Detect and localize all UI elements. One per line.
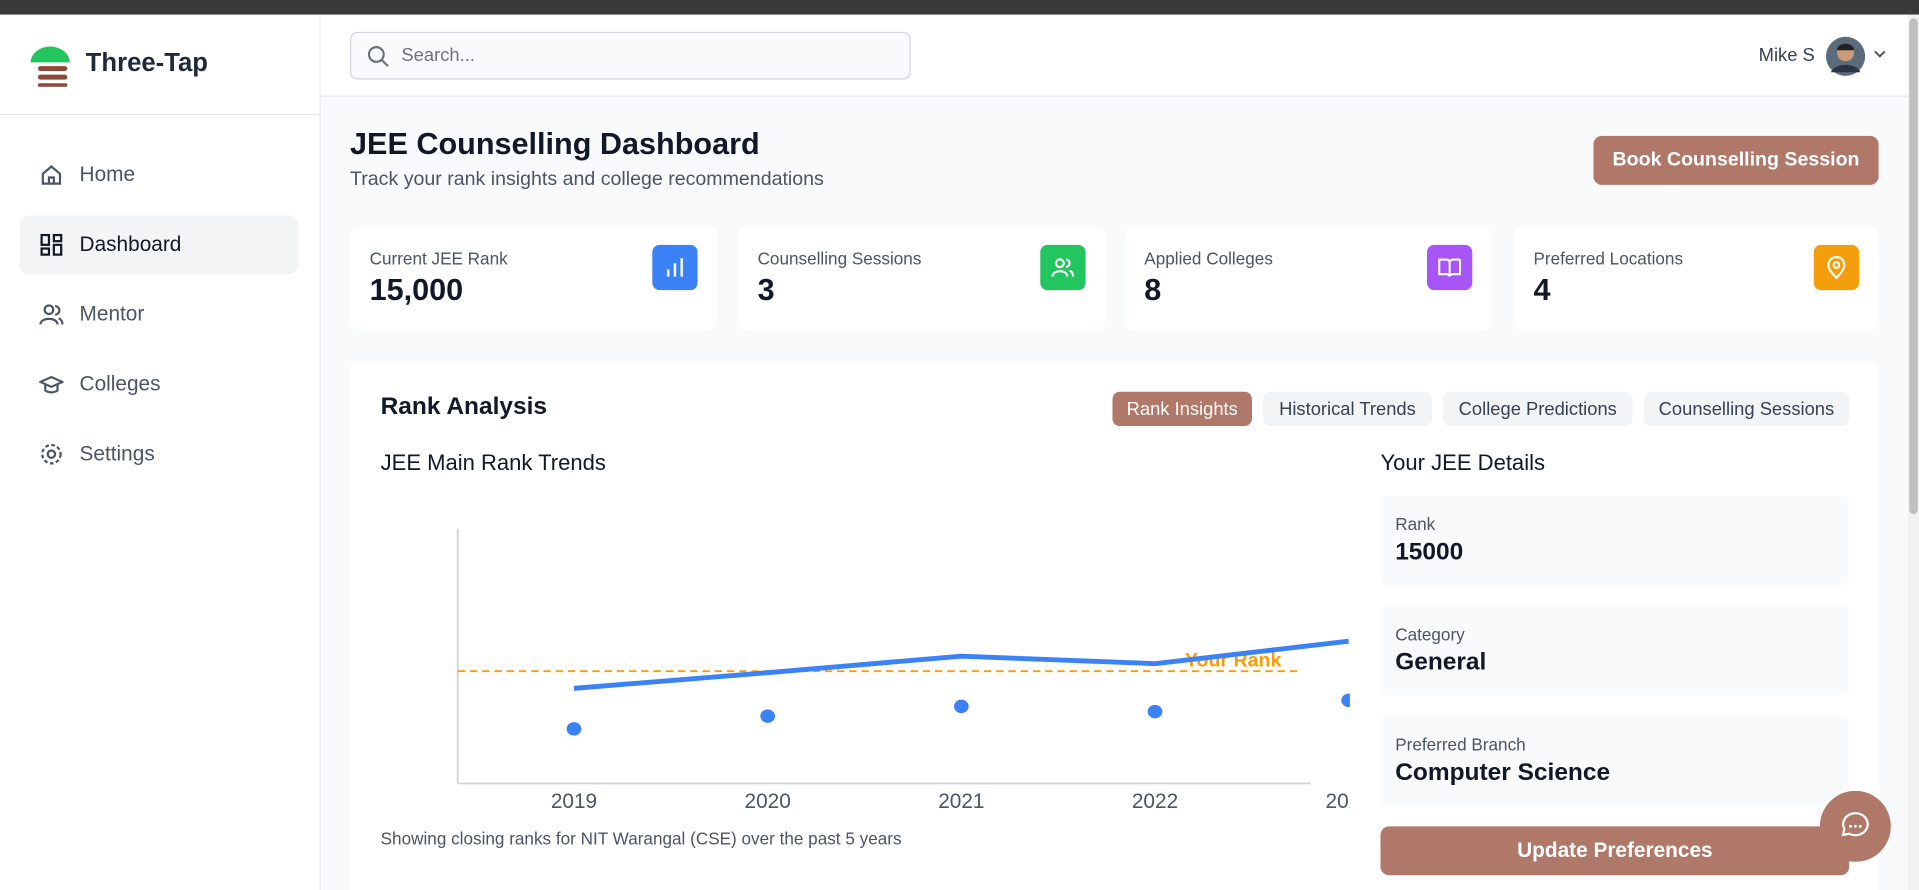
stat-card: Current JEE Rank 15,000 bbox=[350, 226, 718, 331]
reference-label: Your Rank bbox=[1185, 649, 1282, 671]
data-point bbox=[760, 709, 776, 723]
trend-line bbox=[573, 638, 1349, 691]
x-tick-label: 2023 bbox=[1326, 790, 1350, 813]
x-tick-label: 2022 bbox=[1132, 790, 1178, 813]
stat-label: Preferred Locations bbox=[1533, 248, 1684, 269]
book-button[interactable]: Book Counselling Session bbox=[1593, 135, 1879, 185]
x-tick-label: 2021 bbox=[938, 790, 984, 813]
nav-item[interactable]: Colleges bbox=[20, 355, 299, 414]
stat-value: 3 bbox=[757, 272, 775, 308]
tab[interactable]: Counselling Sessions bbox=[1643, 391, 1850, 427]
stat-card: Counselling Sessions 3 bbox=[737, 226, 1106, 331]
stat-value: 8 bbox=[1144, 272, 1162, 308]
nav-label: Settings bbox=[79, 441, 155, 466]
stat-icon bbox=[1040, 244, 1086, 291]
stat-icon bbox=[652, 244, 698, 291]
window-bar bbox=[0, 0, 1919, 15]
detail-label: Rank bbox=[1395, 514, 1436, 534]
nav-item[interactable]: Settings bbox=[20, 425, 299, 484]
detail-value: General bbox=[1395, 648, 1487, 676]
stat-card: Preferred Locations 4 bbox=[1513, 226, 1879, 331]
nav-label: Mentor bbox=[79, 302, 145, 326]
user-name[interactable]: Mike S bbox=[1758, 45, 1815, 67]
update-button[interactable]: Update Preferences bbox=[1380, 826, 1850, 876]
details-title: Your JEE Details bbox=[1380, 450, 1545, 475]
avatar[interactable] bbox=[1825, 36, 1867, 78]
brand-row: Three-Tap bbox=[0, 15, 320, 116]
search-box[interactable]: Search... bbox=[350, 31, 911, 80]
chart: 2019 2020 2021 2022 2023 Your Rank bbox=[456, 528, 1350, 813]
detail-label: Preferred Branch bbox=[1395, 734, 1526, 755]
tab[interactable]: College Predictions bbox=[1442, 391, 1633, 427]
stat-icon bbox=[1813, 244, 1860, 291]
chat-button[interactable] bbox=[1819, 790, 1891, 862]
scrollbar-thumb[interactable] bbox=[1909, 18, 1918, 515]
data-point bbox=[1341, 693, 1350, 708]
page-subtitle: Track your rank insights and college rec… bbox=[350, 168, 824, 190]
chevron[interactable] bbox=[1872, 49, 1887, 61]
brand: Three-Tap bbox=[85, 48, 209, 78]
detail-label: Category bbox=[1395, 624, 1465, 644]
analysis-title: Rank Analysis bbox=[380, 392, 548, 420]
chart-caption: Showing closing ranks for NIT Warangal (… bbox=[380, 828, 902, 849]
detail-box: Category General bbox=[1380, 605, 1850, 696]
nav-label: Colleges bbox=[79, 372, 161, 396]
detail-box: Preferred Branch Computer Science bbox=[1380, 716, 1850, 806]
x-tick-label: 2020 bbox=[745, 790, 791, 813]
nav-label: Home bbox=[79, 162, 136, 187]
data-point bbox=[1147, 704, 1163, 719]
data-point bbox=[566, 722, 582, 736]
data-point bbox=[953, 699, 969, 714]
search-placeholder: Search... bbox=[401, 45, 475, 67]
header: Search... Mike S bbox=[320, 14, 1919, 97]
nav-item[interactable]: Home bbox=[20, 146, 299, 205]
detail-box: Rank 15000 bbox=[1380, 495, 1850, 586]
stat-value: 4 bbox=[1533, 272, 1551, 308]
stat-value: 15,000 bbox=[369, 272, 464, 308]
stat-label: Applied Colleges bbox=[1144, 248, 1273, 269]
page-title: JEE Counselling Dashboard bbox=[350, 127, 760, 162]
tab[interactable]: Historical Trends bbox=[1263, 391, 1432, 427]
sidebar: Three-Tap Home Dashboard Mentor Colleges… bbox=[0, 14, 321, 890]
tab[interactable]: Rank Insights bbox=[1112, 391, 1252, 427]
stat-card: Applied Colleges 8 bbox=[1124, 226, 1492, 331]
stat-icon bbox=[1427, 244, 1473, 291]
nav-item[interactable]: Mentor bbox=[20, 285, 299, 344]
stat-label: Current JEE Rank bbox=[369, 248, 508, 269]
chart-title: JEE Main Rank Trends bbox=[380, 450, 606, 475]
stat-label: Counselling Sessions bbox=[757, 248, 922, 269]
logo bbox=[30, 46, 70, 87]
nav-label: Dashboard bbox=[79, 232, 182, 256]
nav-item[interactable]: Dashboard bbox=[19, 215, 299, 275]
detail-value: Computer Science bbox=[1395, 759, 1611, 786]
x-tick-label: 2019 bbox=[551, 790, 597, 813]
detail-value: 15000 bbox=[1395, 538, 1464, 566]
